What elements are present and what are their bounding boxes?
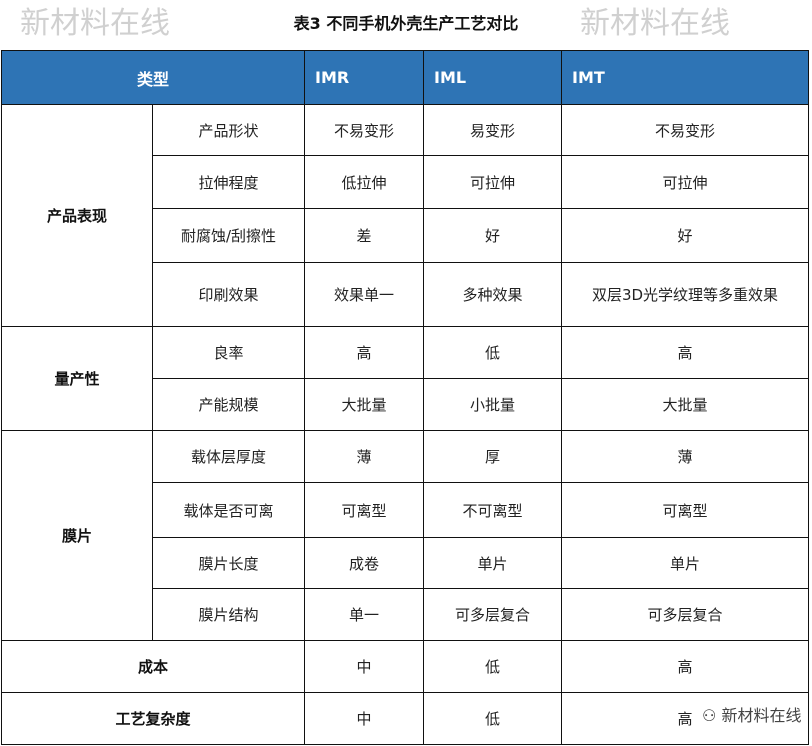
item-label: 载体层厚度 <box>151 430 306 483</box>
table-row: 工艺复杂度中低高 <box>0 692 810 745</box>
value-cell: 可离型 <box>304 482 425 538</box>
header-row: 类型 IMR IML IMT <box>0 50 810 105</box>
group-label: 量产性 <box>1 326 153 431</box>
item-label: 膜片长度 <box>151 537 306 589</box>
value-cell: 低 <box>423 326 563 379</box>
value-cell: 不易变形 <box>304 104 425 156</box>
table-row: 拉伸程度 低拉伸 可拉伸 可拉伸 <box>2 155 810 209</box>
header-imt: IMT <box>561 50 810 105</box>
item-label: 拉伸程度 <box>151 155 306 209</box>
value-cell: 易变形 <box>423 104 563 156</box>
comparison-table: 类型 IMR IML IMT 产品表现 产品形状 不易变形 易变形 不易变形 拉伸程度 低拉… <box>0 50 810 745</box>
item-label: 膜片结构 <box>151 588 306 641</box>
value-cell: 高 <box>561 692 810 745</box>
value-cell: 多种效果 <box>423 262 563 327</box>
value-cell: 薄 <box>304 430 425 483</box>
logo-text: 新材料在线 <box>721 706 802 725</box>
value-cell: 大批量 <box>561 378 810 431</box>
table-row: 产品表现 产品形状 不易变形 易变形 不易变形 <box>1 104 810 327</box>
item-label: 良率 <box>151 326 306 379</box>
table-row: 成本中低高 <box>0 640 810 693</box>
value-cell: 小批量 <box>423 378 563 431</box>
table-row: 量产性 良率高低高 <box>1 326 810 431</box>
value-cell: 中 <box>304 692 425 745</box>
header-type: 类型 <box>0 50 306 105</box>
group-label: 膜片 <box>1 430 153 641</box>
value-cell: 不易变形 <box>561 104 810 156</box>
wechat-icon: ⚇ <box>702 706 717 725</box>
header-imr: IMR <box>304 50 425 105</box>
item-label: 产品形状 <box>151 104 306 156</box>
value-cell: 大批量 <box>304 378 425 431</box>
value-cell: 差 <box>304 208 425 263</box>
group-label: 产品表现 <box>1 104 153 327</box>
row-label: 成本 <box>0 640 306 693</box>
value-cell: 中 <box>304 640 425 693</box>
table-row: 产能规模 大批量 小批量 大批量 <box>2 378 810 431</box>
value-cell: 高 <box>561 640 810 693</box>
value-cell: 单片 <box>423 537 563 589</box>
value-cell: 效果单一 <box>304 262 425 327</box>
value-cell: 可拉伸 <box>423 155 563 209</box>
table-row: 膜片长度 成卷 单片 单片 <box>2 537 810 589</box>
value-cell: 好 <box>561 208 810 263</box>
item-label: 产能规模 <box>151 378 306 431</box>
value-cell: 可拉伸 <box>561 155 810 209</box>
value-cell: 单一 <box>304 588 425 641</box>
value-cell: 单片 <box>561 537 810 589</box>
value-cell: 高 <box>561 326 810 379</box>
value-cell: 低拉伸 <box>304 155 425 209</box>
value-cell: 厚 <box>423 430 563 483</box>
value-cell: 可离型 <box>561 482 810 538</box>
item-label: 耐腐蚀/刮擦性 <box>151 208 306 263</box>
value-cell: 好 <box>423 208 563 263</box>
item-label: 印刷效果 <box>151 262 306 327</box>
row-label: 工艺复杂度 <box>0 692 306 745</box>
table-row: 膜片 载体层厚度薄厚薄 <box>1 430 810 641</box>
item-label: 载体是否可离 <box>151 482 306 538</box>
value-cell: 双层3D光学纹理等多重效果 <box>561 262 810 327</box>
value-cell: 成卷 <box>304 537 425 589</box>
value-cell: 低 <box>423 640 563 693</box>
wechat-logo: ⚇ 新材料在线 <box>702 706 801 726</box>
value-cell: 不可离型 <box>423 482 563 538</box>
value-cell: 低 <box>423 692 563 745</box>
value-cell: 高 <box>304 326 425 379</box>
value-cell: 可多层复合 <box>423 588 563 641</box>
value-cell: 可多层复合 <box>561 588 810 641</box>
table-row: 耐腐蚀/刮擦性差好好 <box>2 208 810 263</box>
table-row: 膜片结构 单一 可多层复合 可多层复合 <box>2 588 810 641</box>
table-title: 表3 不同手机外壳生产工艺对比 <box>293 14 519 33</box>
table-row: 载体是否可离 可离型 不可离型 可离型 <box>2 482 810 538</box>
value-cell: 薄 <box>561 430 810 483</box>
table-row: 印刷效果 效果单一 多种效果 双层3D光学纹理等多重效果 <box>2 262 810 327</box>
header-iml: IML <box>423 50 563 105</box>
